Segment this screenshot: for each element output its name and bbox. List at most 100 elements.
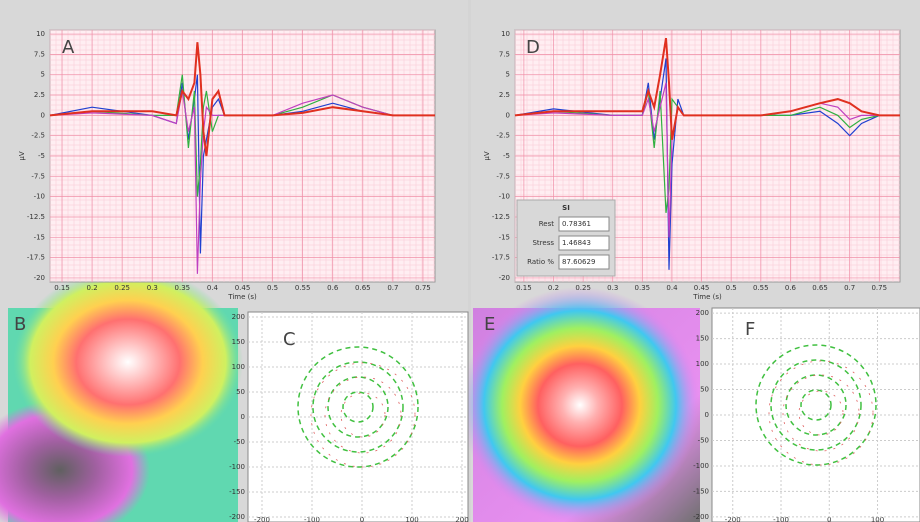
x-tick-label: 0.2 xyxy=(87,284,98,292)
x-tick-label: 0.7 xyxy=(387,284,398,292)
y-tick-label: 2.5 xyxy=(34,91,45,99)
y-tick-label: -10 xyxy=(499,193,510,201)
vector-field xyxy=(768,360,874,466)
y-tick-label: -5 xyxy=(38,152,45,160)
x-tick-label: 0.65 xyxy=(812,284,828,292)
panel-letter: A xyxy=(62,37,75,58)
x-tick-label: 0.4 xyxy=(207,284,219,292)
y-tick-label: 5 xyxy=(41,71,45,79)
vector-field xyxy=(340,392,386,438)
x-tick-label: 200 xyxy=(455,516,468,522)
y-tick-label: -200 xyxy=(693,513,709,521)
info-value: 1.46843 xyxy=(562,239,591,247)
vector-field xyxy=(327,376,389,438)
y-tick-label: -150 xyxy=(693,487,709,495)
x-tick-label: -100 xyxy=(773,516,789,522)
info-box: SI Rest 0.78361 Stress 1.46843 Ratio % 87.6062… xyxy=(516,199,616,277)
y-tick-label: -20 xyxy=(499,274,510,282)
info-value: 0.78361 xyxy=(562,220,591,228)
x-tick-label: 0.4 xyxy=(666,284,678,292)
series-line xyxy=(49,42,435,157)
y-tick-label: 150 xyxy=(232,338,245,346)
x-tick-label: 0 xyxy=(360,516,364,522)
x-tick-label: 100 xyxy=(405,516,418,522)
vector-field xyxy=(770,359,862,451)
y-tick-label: -17.5 xyxy=(27,254,45,262)
y-tick-label: 10 xyxy=(36,30,45,38)
y-tick-label: -7.5 xyxy=(496,172,510,180)
x-tick-label: 0.55 xyxy=(753,284,769,292)
info-field xyxy=(558,254,610,270)
y-tick-label: -100 xyxy=(229,463,245,471)
vector-field xyxy=(785,374,847,436)
x-tick-label: 0.7 xyxy=(844,284,855,292)
x-tick-label: 0.65 xyxy=(355,284,371,292)
y-tick-label: -100 xyxy=(693,462,709,470)
vector-field xyxy=(755,344,877,466)
info-label: Ratio % xyxy=(527,258,554,266)
x-tick-label: 0 xyxy=(827,516,831,522)
vector-field xyxy=(800,389,832,421)
x-tick-label: 0.75 xyxy=(415,284,431,292)
y-tick-label: -10 xyxy=(34,193,45,201)
x-tick-label: 0.75 xyxy=(871,284,887,292)
x-tick-label: -200 xyxy=(725,516,741,522)
y-tick-label: 7.5 xyxy=(34,50,45,58)
x-tick-label: 0.6 xyxy=(327,284,339,292)
y-tick-label: -15 xyxy=(499,233,510,241)
x-tick-label: 0.3 xyxy=(607,284,618,292)
x-tick-label: 0.3 xyxy=(147,284,158,292)
y-tick-label: -12.5 xyxy=(492,213,510,221)
y-tick-label: 0 xyxy=(41,111,45,119)
vector-field xyxy=(342,391,374,423)
y-tick-label: -5 xyxy=(503,152,510,160)
y-tick-label: 50 xyxy=(236,388,245,396)
vector-field xyxy=(312,361,404,453)
y-tick-label: -150 xyxy=(229,488,245,496)
info-field xyxy=(558,235,610,251)
info-label: Rest xyxy=(539,220,555,228)
panel-letter: D xyxy=(526,37,540,58)
y-tick-label: 7.5 xyxy=(499,50,510,58)
x-tick-label: 0.55 xyxy=(295,284,311,292)
panel-letter: E xyxy=(484,314,495,335)
y-tick-label: 0 xyxy=(241,413,245,421)
panel-letter: B xyxy=(14,314,26,335)
info-field xyxy=(558,216,610,232)
y-tick-label: 100 xyxy=(696,360,709,368)
x-tick-label: -200 xyxy=(254,516,270,522)
y-tick-label: 200 xyxy=(232,313,245,321)
x-tick-label: 100 xyxy=(871,516,884,522)
x-tick-label: 0.25 xyxy=(114,284,130,292)
y-tick-label: 50 xyxy=(700,386,709,394)
y-tick-label: -15 xyxy=(34,233,45,241)
x-tick-label: 0.25 xyxy=(575,284,591,292)
y-tick-label: 10 xyxy=(501,30,510,38)
y-axis-label: µV xyxy=(483,151,491,160)
vector-field xyxy=(310,362,416,468)
y-tick-label: -2.5 xyxy=(496,132,510,140)
y-tick-label: 5 xyxy=(506,71,510,79)
info-value: 87.60629 xyxy=(562,258,595,266)
x-tick-label: -100 xyxy=(304,516,320,522)
info-title: SI xyxy=(562,204,570,212)
y-tick-label: 100 xyxy=(232,363,245,371)
x-axis-label: Time (s) xyxy=(692,293,722,301)
heatmap-e xyxy=(460,287,700,522)
x-tick-label: 0.5 xyxy=(267,284,278,292)
y-tick-label: -20 xyxy=(34,274,45,282)
x-tick-label: 0.35 xyxy=(635,284,651,292)
y-tick-label: 150 xyxy=(696,335,709,343)
y-tick-label: 0 xyxy=(705,411,709,419)
y-tick-label: -50 xyxy=(698,436,709,444)
y-tick-label: -7.5 xyxy=(31,172,45,180)
x-tick-label: 0.6 xyxy=(785,284,797,292)
x-tick-label: 0.15 xyxy=(516,284,532,292)
y-tick-label: -12.5 xyxy=(27,213,45,221)
vector-field xyxy=(297,346,419,468)
y-tick-label: 0 xyxy=(506,111,510,119)
x-tick-label: 0.35 xyxy=(175,284,191,292)
heatmap-b xyxy=(0,267,243,522)
